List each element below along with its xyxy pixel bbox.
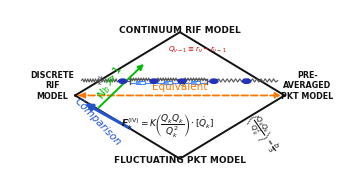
Circle shape [150, 79, 158, 83]
Circle shape [119, 79, 127, 83]
Text: AVERAGED: AVERAGED [283, 81, 331, 91]
Text: O: O [180, 82, 185, 87]
Text: DISCRETE: DISCRETE [31, 71, 74, 80]
Text: Comparison: Comparison [73, 96, 123, 148]
Text: H: H [97, 76, 102, 81]
Text: k: k [98, 81, 101, 86]
Circle shape [210, 79, 218, 83]
Text: $\boldsymbol{F}_k^{\mathrm{(IV)}} = K\!\left(\dfrac{Q_k Q_k}{Q_k^2}\right)\!\cdo: $\boldsymbol{F}_k^{\mathrm{(IV)}} = K\!\… [121, 112, 214, 139]
Circle shape [178, 79, 186, 83]
Text: PKT MODEL: PKT MODEL [281, 92, 333, 101]
Bar [164, 81, 172, 84]
Text: PRE-: PRE- [297, 71, 318, 80]
Bar [136, 81, 145, 84]
Text: MODEL: MODEL [37, 92, 68, 101]
Text: RIF: RIF [45, 81, 60, 91]
Text: $N_b \gg 1$: $N_b \gg 1$ [95, 63, 126, 102]
Text: $\left\langle\dfrac{Q_k Q_k}{Q_k^2}\right\rangle = \dfrac{b}{3}$: $\left\langle\dfrac{Q_k Q_k}{Q_k^2}\righ… [241, 111, 283, 157]
Text: Equivalent: Equivalent [152, 82, 207, 92]
Circle shape [243, 79, 251, 83]
Text: CONTINUUM RIF MODEL: CONTINUUM RIF MODEL [119, 26, 241, 35]
Text: $Q_{\nu-1} \equiv r_\nu - r_{\nu-1}$: $Q_{\nu-1} \equiv r_\nu - r_{\nu-1}$ [168, 45, 227, 55]
Text: FLUCTUATING PKT MODEL: FLUCTUATING PKT MODEL [114, 156, 246, 165]
Bar [191, 81, 200, 84]
